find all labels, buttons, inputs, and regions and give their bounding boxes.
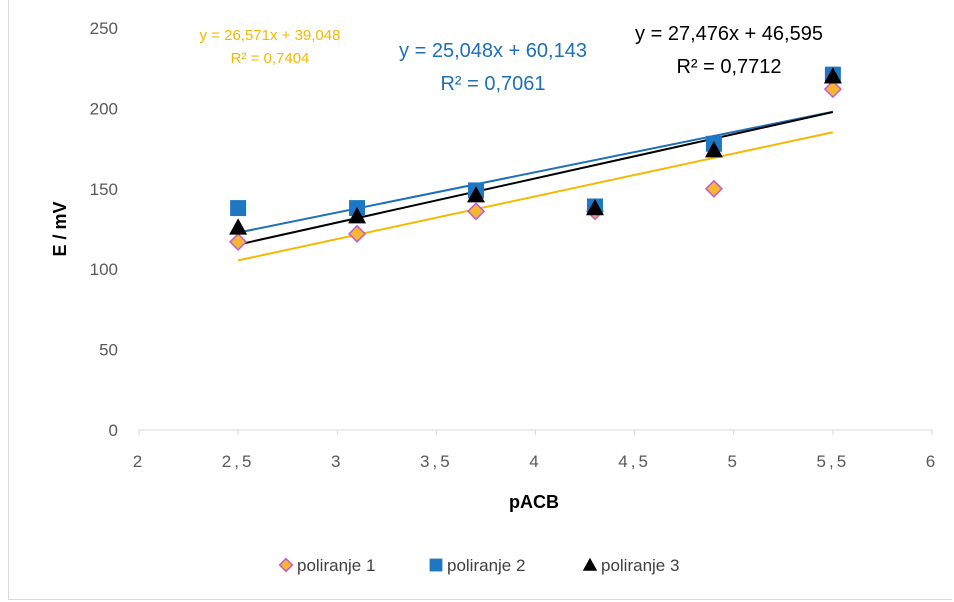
trendline-equation: y = 27,476x + 46,595 — [635, 23, 823, 45]
x-tick-label: 5 — [728, 452, 740, 471]
x-tick-label: 2,5 — [222, 452, 255, 471]
y-tick-label: 150 — [90, 180, 118, 199]
trendline-equations: y = 26,571x + 39,048 R² = 0,7404 y = 25,04… — [200, 23, 823, 95]
y-tick-label: 250 — [90, 19, 118, 38]
x-tick-label: 6 — [926, 452, 938, 471]
data-point — [585, 199, 604, 216]
data-point — [823, 67, 842, 84]
trendline-equation: y = 25,048x + 60,143 — [399, 40, 587, 62]
data-point — [229, 232, 248, 251]
data-point — [230, 200, 247, 217]
y-axis-title: E / mV — [50, 201, 70, 256]
data-point — [229, 218, 248, 235]
x-tick-label: 4 — [529, 452, 541, 471]
data-point — [348, 207, 367, 224]
chart-frame — [8, 0, 952, 600]
data-points — [229, 66, 842, 251]
legend: poliranje 1 poliranje 2 poliranje 3 — [278, 556, 679, 575]
trendline — [237, 111, 834, 246]
x-tick-label: 3 — [331, 452, 343, 471]
data-point — [348, 224, 367, 243]
trendline — [237, 131, 834, 262]
legend-label: poliranje 1 — [297, 556, 375, 575]
trendline — [237, 110, 834, 234]
trendline-r2: R² = 0,7712 — [676, 56, 781, 78]
trendline-r2: R² = 0,7404 — [231, 50, 310, 67]
data-point — [704, 179, 723, 198]
trendline-r2: R² = 0,7061 — [440, 73, 545, 95]
legend-marker — [429, 558, 443, 572]
legend-label: poliranje 3 — [601, 556, 679, 575]
legend-label: poliranje 2 — [447, 556, 525, 575]
y-tick-label: 50 — [99, 341, 118, 360]
data-point — [467, 186, 486, 203]
legend-marker — [278, 557, 294, 573]
x-tick-label: 5,5 — [817, 452, 850, 471]
x-tick-label: 2 — [133, 452, 145, 471]
trendline-equation: y = 26,571x + 39,048 — [200, 27, 341, 44]
data-point — [704, 141, 723, 158]
y-tick-label: 100 — [90, 260, 118, 279]
x-tick-label: 3,5 — [420, 452, 453, 471]
data-point — [823, 80, 842, 99]
x-axis-title: pACB — [509, 492, 559, 512]
y-tick-label: 0 — [109, 421, 118, 440]
trendlines — [237, 110, 834, 262]
data-point — [466, 202, 486, 221]
x-tick-label: 4,5 — [618, 452, 651, 471]
y-tick-label: 200 — [90, 99, 118, 118]
axes: 2 2,5 3 3,5 4 4,5 5 5,5 6 0 50 100 150 200 250 — [90, 19, 938, 471]
legend-marker — [582, 557, 598, 571]
